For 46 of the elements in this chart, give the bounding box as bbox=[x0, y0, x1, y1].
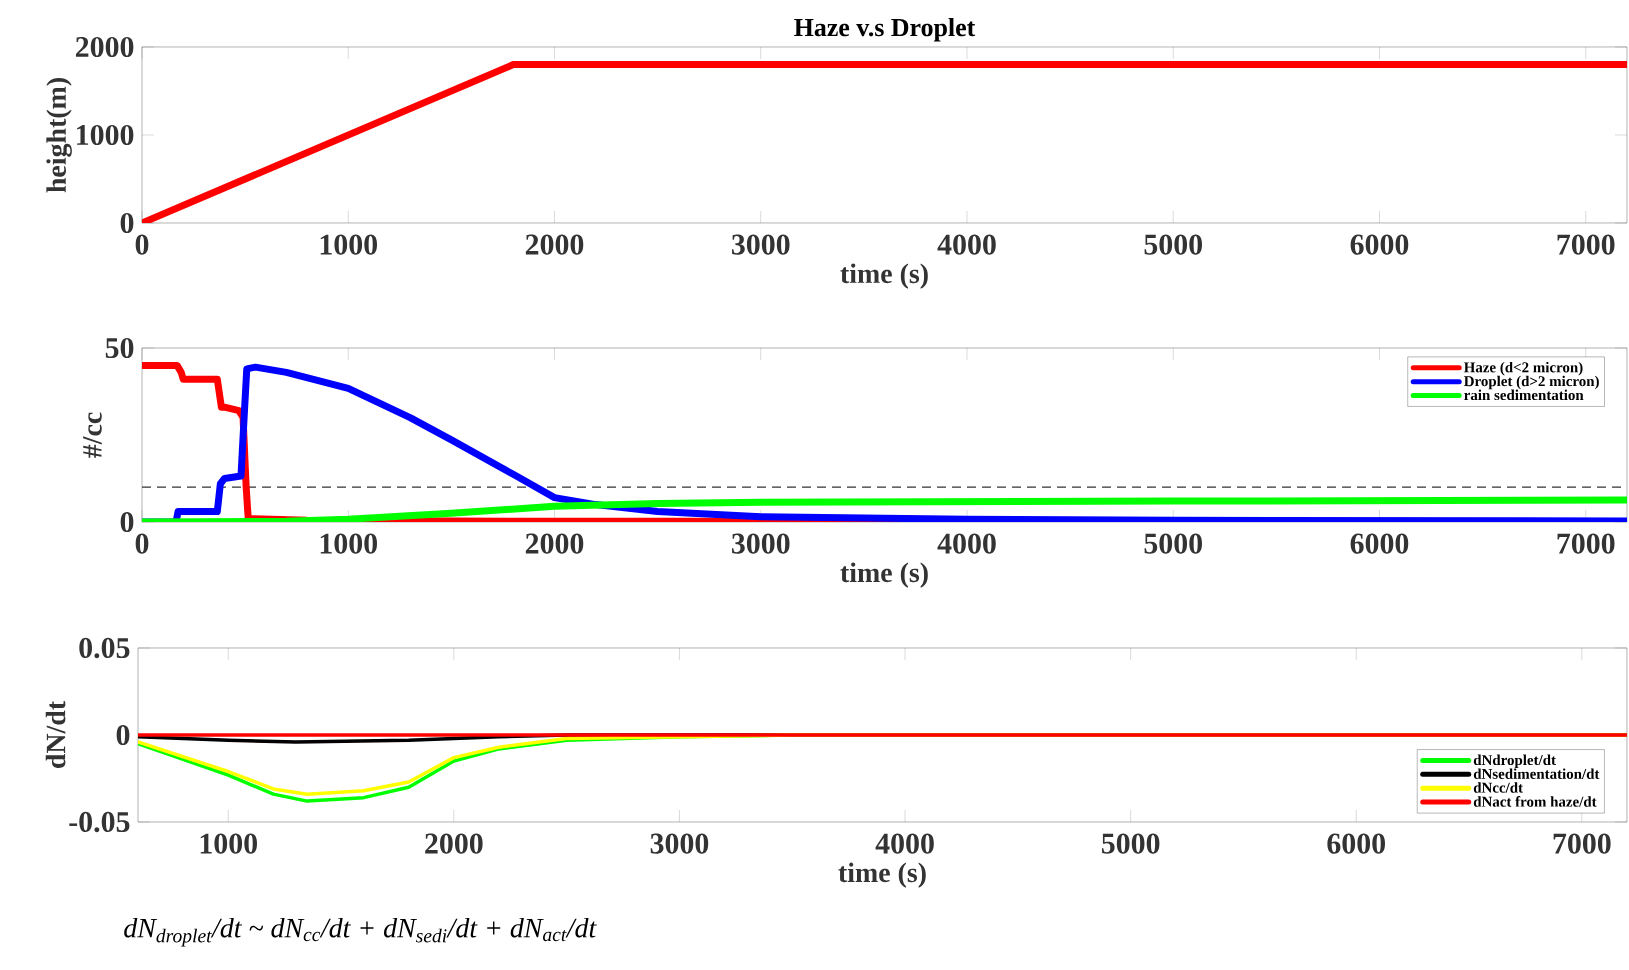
x-tick-label: 5000 bbox=[1144, 234, 1202, 255]
x-tick-label: 1000 bbox=[320, 533, 378, 554]
text: dN$_{droplet}$/dt ~ dN$_{cc}$/dt + dN$_{sedi}$/dt + dN$_{act}$/dt bbox=[124, 917, 597, 947]
x-tick-label: 2000 bbox=[425, 833, 483, 854]
x-tick-label: 6000 bbox=[1327, 833, 1385, 854]
y-tick-label: 0.05 bbox=[79, 637, 130, 659]
legend-label: rain sedimentation bbox=[1464, 389, 1584, 401]
x-tick-label: 7000 bbox=[1553, 833, 1611, 854]
x-tick-label: 0 bbox=[135, 234, 149, 255]
legend-label: dNdroplet/dt bbox=[1473, 754, 1556, 769]
y-tick-label: 0 bbox=[116, 724, 130, 746]
chart-title: Haze v.s Droplet bbox=[794, 18, 976, 42]
x-axis-title: time (s) bbox=[840, 562, 928, 588]
y-axis-title: #/cc bbox=[83, 412, 102, 458]
x-tick-label: 3000 bbox=[731, 533, 790, 554]
x-tick-label: 6000 bbox=[1350, 533, 1409, 554]
legend-label: dNact from haze/dt bbox=[1473, 796, 1597, 807]
legend-label: Haze (d<2 micron) bbox=[1463, 361, 1583, 376]
y-axis-title: dN/dt bbox=[45, 701, 66, 768]
y-tick-label: 1000 bbox=[77, 124, 134, 146]
x-tick-label: 6000 bbox=[1350, 234, 1409, 255]
x-axis-title: time (s) bbox=[840, 263, 928, 289]
x-axis-title: time (s) bbox=[838, 862, 926, 888]
y-tick-label: 0 bbox=[120, 511, 134, 533]
x-tick-label: 7000 bbox=[1557, 234, 1615, 255]
x-tick-label: 4000 bbox=[937, 533, 996, 554]
x-tick-label: 1000 bbox=[320, 234, 378, 255]
y-tick-label: 2000 bbox=[75, 36, 134, 58]
x-tick-label: 3000 bbox=[650, 833, 709, 854]
legend-label: Droplet (d>2 micron) bbox=[1463, 375, 1599, 390]
y-axis-title: height(m) bbox=[46, 78, 72, 193]
x-tick-label: 0 bbox=[135, 533, 149, 554]
y-tick-label: 50 bbox=[105, 337, 134, 359]
x-tick-label: 2000 bbox=[525, 234, 584, 255]
y-tick-label: 0 bbox=[120, 212, 134, 234]
x-tick-label: 5000 bbox=[1101, 833, 1160, 854]
x-tick-label: 3000 bbox=[731, 234, 790, 255]
x-tick-label: 1000 bbox=[200, 833, 257, 854]
x-tick-label: 5000 bbox=[1144, 533, 1202, 554]
legend-label: dNcc/dt bbox=[1473, 782, 1523, 793]
x-tick-label: 4000 bbox=[875, 833, 934, 854]
x-tick-label: 7000 bbox=[1557, 533, 1615, 554]
x-tick-label: 2000 bbox=[525, 533, 584, 554]
x-tick-label: 4000 bbox=[937, 234, 996, 255]
y-tick-label: -0.05 bbox=[69, 811, 130, 833]
legend-label: dNsedimentation/dt bbox=[1473, 768, 1600, 779]
